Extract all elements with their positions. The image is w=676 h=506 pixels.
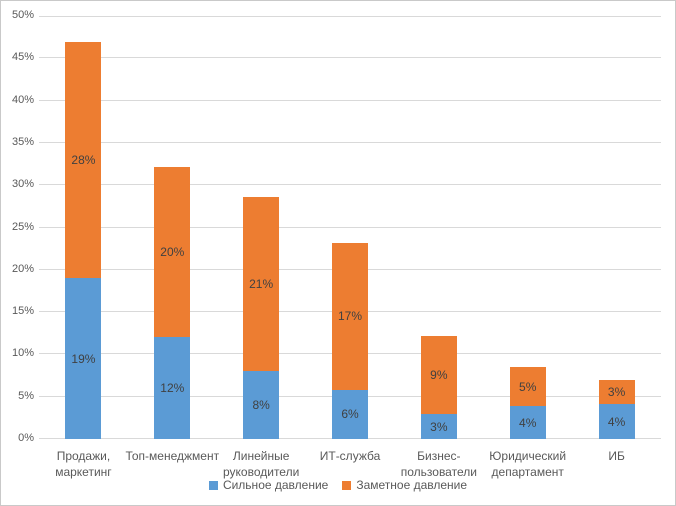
bar-data-label: 3% <box>430 419 448 434</box>
y-tick-label: 35% <box>11 135 34 148</box>
bar-data-label: 8% <box>252 398 270 413</box>
x-category-label: ИБ <box>608 449 625 463</box>
bar-segment: 3% <box>598 379 635 405</box>
bar-segment: 9% <box>420 335 457 415</box>
bar-5: 9% 3% <box>420 16 457 439</box>
gridline <box>39 184 661 186</box>
bar-segment: 28% <box>65 42 102 279</box>
bar-segment: 19% <box>65 278 102 439</box>
x-category-label: Юридический департамент <box>489 449 567 479</box>
bar-segment: 5% <box>509 367 546 407</box>
y-tick-label: 30% <box>11 178 34 191</box>
x-category-label: Бизнес-пользователи <box>400 449 477 479</box>
y-tick-label: 45% <box>11 51 34 64</box>
bar-7: 3% 4% <box>598 16 635 439</box>
legend-item: Заметное давление <box>342 478 467 492</box>
bar-data-label: 5% <box>519 379 537 394</box>
bar-segment: 6% <box>332 389 368 439</box>
legend-swatch <box>342 480 352 490</box>
plot-area: 28% 19% 20% 12% 21% 8% 17% 6% 9% 3% 5% 4% 3% 4% <box>39 16 661 439</box>
gridline <box>39 16 661 17</box>
bar-data-label: 20% <box>160 245 185 260</box>
legend: Сильное давление Заметное давление <box>1 478 675 492</box>
bar-data-label: 19% <box>71 351 96 366</box>
bar-2: 20% 12% <box>154 16 191 439</box>
bar-segment: 8% <box>243 371 280 439</box>
gridline <box>39 99 661 101</box>
y-axis: 0% 5% 10% 15% 20% 25% 30% 35% 40% 45% 50% <box>1 10 34 444</box>
y-tick-label: 10% <box>11 347 34 360</box>
bar-data-label: 12% <box>160 381 185 396</box>
bar-segment: 17% <box>332 242 368 390</box>
bar-segment: 4% <box>598 404 635 439</box>
y-tick-label: 5% <box>18 389 34 402</box>
y-tick-label: 25% <box>11 220 34 233</box>
legend-swatch <box>208 480 218 490</box>
legend-item: Сильное давление <box>208 478 329 492</box>
x-category-label: Топ-менеджмент <box>125 449 220 463</box>
legend-label: Заметное давление <box>356 478 468 492</box>
x-category-label: Линейные руководители <box>222 449 300 479</box>
y-tick-label: 15% <box>11 305 34 318</box>
bar-data-label: 4% <box>607 414 626 429</box>
gridline <box>39 141 661 143</box>
legend-label: Сильное давление <box>222 478 329 492</box>
bar-data-label: 28% <box>71 153 96 168</box>
bar-segment: 3% <box>420 414 457 439</box>
bar-4: 17% 6% <box>332 16 368 439</box>
bar-6: 5% 4% <box>509 16 546 439</box>
bar-1: 28% 19% <box>65 16 102 439</box>
bar-data-label: 17% <box>337 309 363 324</box>
bar-segment: 4% <box>509 406 546 439</box>
gridline <box>39 57 661 59</box>
bar-data-label: 9% <box>430 368 448 383</box>
bar-segment: 21% <box>243 197 280 372</box>
y-tick-label: 50% <box>11 9 34 21</box>
x-axis: Продажи, маркетинг Топ-менеджмент Линейные… <box>39 448 661 482</box>
bar-data-label: 4% <box>519 415 537 430</box>
bar-data-label: 6% <box>341 407 359 422</box>
bar-3: 21% 8% <box>243 16 280 439</box>
y-tick-label: 20% <box>11 262 34 275</box>
x-category-label: ИТ-служба <box>319 449 381 463</box>
x-category-label: Продажи, маркетинг <box>55 449 112 479</box>
gridline <box>39 226 661 228</box>
bar-data-label: 21% <box>249 277 274 292</box>
bar-segment: 12% <box>154 337 191 439</box>
y-tick-label: 40% <box>11 93 34 106</box>
y-tick-label: 0% <box>18 432 34 444</box>
bar-data-label: 3% <box>607 385 626 400</box>
bar-segment: 20% <box>154 167 191 338</box>
